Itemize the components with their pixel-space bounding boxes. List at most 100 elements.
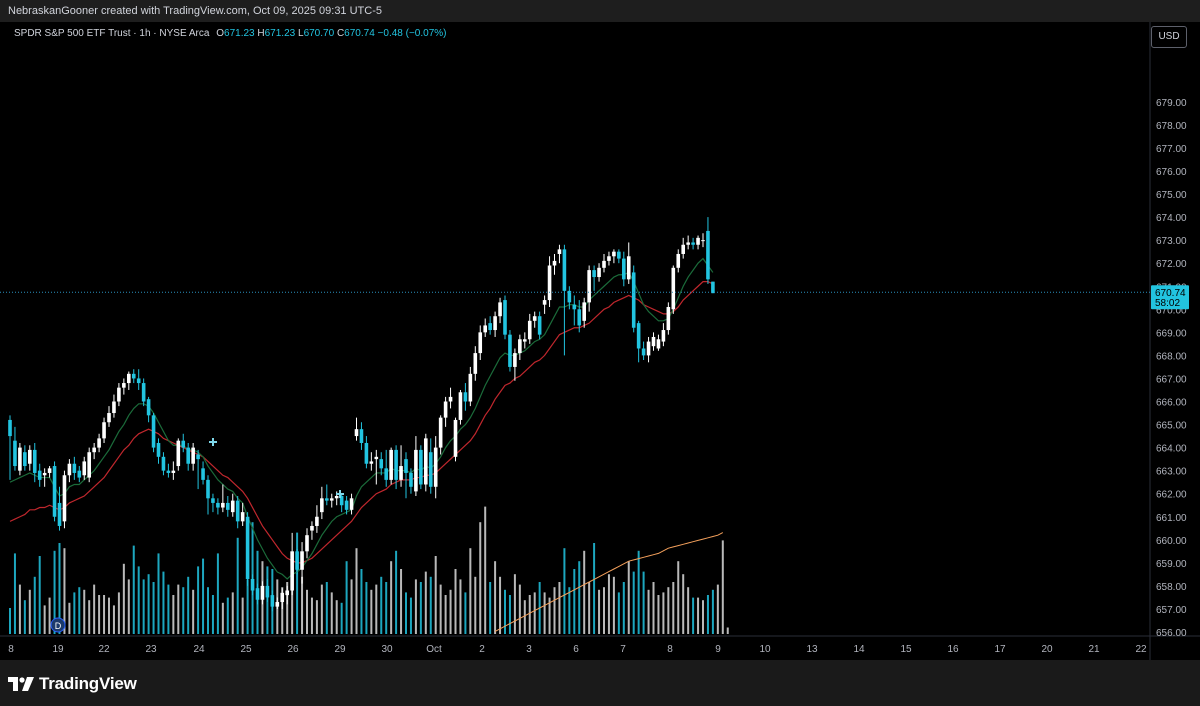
volume-bar xyxy=(221,602,224,634)
candle xyxy=(488,316,492,335)
volume-bar xyxy=(603,587,605,634)
candle xyxy=(127,371,131,390)
volume-bar xyxy=(202,558,205,634)
candle xyxy=(622,251,626,287)
volume-bar xyxy=(464,592,467,634)
volume-bar xyxy=(370,589,373,634)
grid xyxy=(0,22,1200,660)
candle xyxy=(498,297,502,324)
time-tick-label: 24 xyxy=(193,644,205,655)
time-tick-label: 14 xyxy=(853,644,865,655)
candle xyxy=(62,470,67,529)
candle xyxy=(18,442,22,476)
currency-button[interactable]: USD xyxy=(1151,26,1187,48)
time-axis[interactable]: 8 19 22 23 24 25 26 29 30 Oct 2 3 6 7 8 9 10 13 14 15 16 17 20… xyxy=(8,644,1147,655)
volume-bar xyxy=(617,592,620,634)
candle xyxy=(359,422,364,450)
price-tick-label: 668.00 xyxy=(1156,351,1187,362)
candle xyxy=(37,463,42,487)
volume-bar xyxy=(246,579,249,634)
volume-bars xyxy=(9,506,729,634)
tradingview-logo[interactable]: TradingView xyxy=(8,674,137,694)
volume-bar xyxy=(142,579,145,634)
candle xyxy=(97,433,101,453)
candle xyxy=(206,475,210,515)
candle xyxy=(300,542,304,584)
price-tick-label: 666.00 xyxy=(1156,398,1187,409)
candle xyxy=(394,445,398,490)
candle xyxy=(102,417,106,443)
volume-bar xyxy=(528,595,531,634)
price-chart[interactable]: D 656.00657.00658.00659.00660.00661.0066… xyxy=(0,22,1200,660)
time-tick-label: 30 xyxy=(381,644,393,655)
volume-bar xyxy=(68,602,71,634)
candle xyxy=(161,452,166,476)
candle xyxy=(567,286,572,310)
candle xyxy=(597,263,601,282)
volume-bar xyxy=(459,579,462,634)
volume-bar xyxy=(73,592,76,634)
candle xyxy=(646,336,651,363)
volume-bar xyxy=(9,608,11,634)
candle xyxy=(493,311,497,337)
price-tick-label: 660.00 xyxy=(1156,536,1187,547)
time-tick-label: 26 xyxy=(287,644,299,655)
volume-bar xyxy=(706,595,709,634)
candle xyxy=(349,493,354,515)
candle xyxy=(107,406,111,427)
volume-bar xyxy=(553,587,556,634)
price-axis[interactable]: 656.00 657.00 658.00 659.00 660.00 661.00 662.… xyxy=(1156,98,1187,639)
change-value: −0.48 (−0.07%) xyxy=(377,28,447,39)
price-tick-label: 676.00 xyxy=(1156,167,1187,178)
volume-bar xyxy=(588,582,591,634)
volume-bar xyxy=(474,576,477,634)
chart-panel[interactable]: D 656.00 657.00 658.00 659.00 660.00 661.00 66… xyxy=(0,22,1200,660)
volume-bar xyxy=(98,595,101,634)
candle xyxy=(230,493,235,517)
price-tick-label: 657.00 xyxy=(1156,605,1187,616)
volume-bar xyxy=(375,584,378,634)
time-tick-label: 3 xyxy=(526,644,532,655)
time-tick-label: 22 xyxy=(98,644,110,655)
candle xyxy=(92,442,96,460)
volume-bar xyxy=(642,571,645,634)
candle xyxy=(656,334,661,351)
volume-bar xyxy=(533,592,536,634)
volume-bar xyxy=(28,589,31,634)
candle xyxy=(67,459,72,483)
candle xyxy=(151,413,156,453)
volume-bar xyxy=(484,506,487,634)
candle xyxy=(240,502,245,526)
candle xyxy=(458,389,463,425)
tradingview-wordmark: TradingView xyxy=(39,674,137,693)
volume-bar xyxy=(83,589,86,634)
candle xyxy=(636,320,641,363)
time-tick-label: 19 xyxy=(52,644,64,655)
time-tick-label: 7 xyxy=(620,644,626,655)
candle xyxy=(260,581,265,605)
dividend-marker[interactable]: D xyxy=(50,617,66,633)
volume-bar xyxy=(103,595,106,634)
candle xyxy=(641,341,646,361)
candle xyxy=(379,452,384,476)
volume-bar xyxy=(315,600,318,634)
candle xyxy=(191,442,195,471)
time-tick-label: 23 xyxy=(145,644,157,655)
candle xyxy=(384,449,388,487)
candle xyxy=(414,436,418,497)
volume-bar xyxy=(726,627,729,634)
volume-bar xyxy=(518,584,521,634)
price-tick-label: 673.00 xyxy=(1156,236,1187,247)
crosshair-marker-icon xyxy=(209,438,217,446)
volume-bar xyxy=(93,584,96,634)
close-value: 670.74 xyxy=(344,28,375,39)
candle xyxy=(562,244,567,356)
volume-bar xyxy=(672,582,675,634)
candle xyxy=(245,512,250,586)
volume-bar xyxy=(662,592,665,634)
volume-bar xyxy=(296,532,299,634)
price-tick-label: 661.00 xyxy=(1156,513,1187,524)
time-tick-label: 20 xyxy=(1041,644,1053,655)
candle xyxy=(310,521,314,540)
symbol-legend[interactable]: SPDR S&P 500 ETF Trust · 1h · NYSE Arca … xyxy=(14,28,446,39)
